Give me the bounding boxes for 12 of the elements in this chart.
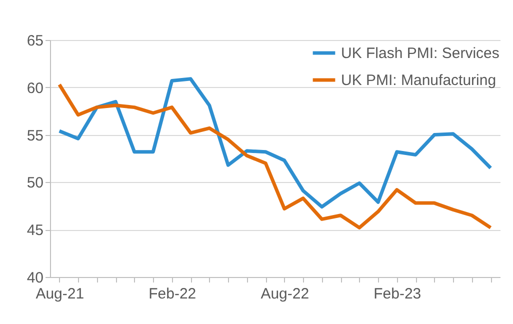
y-tick-label: 40 — [26, 270, 44, 286]
legend-label: UK Flash PMI: Services — [341, 45, 500, 62]
x-tick-label: Aug-22 — [260, 286, 310, 302]
x-tick-label: Feb-23 — [374, 286, 422, 302]
x-tick-label: Aug-21 — [36, 286, 84, 302]
y-tick-label: 45 — [26, 222, 44, 240]
y-tick-label: 65 — [26, 32, 44, 50]
y-tick-label: 55 — [26, 127, 44, 144]
y-tick-label: 50 — [26, 174, 44, 192]
y-tick-label: 60 — [26, 80, 44, 97]
x-tick-label: Feb-22 — [148, 286, 196, 302]
legend-label: UK PMI: Manufacturing — [341, 72, 496, 89]
